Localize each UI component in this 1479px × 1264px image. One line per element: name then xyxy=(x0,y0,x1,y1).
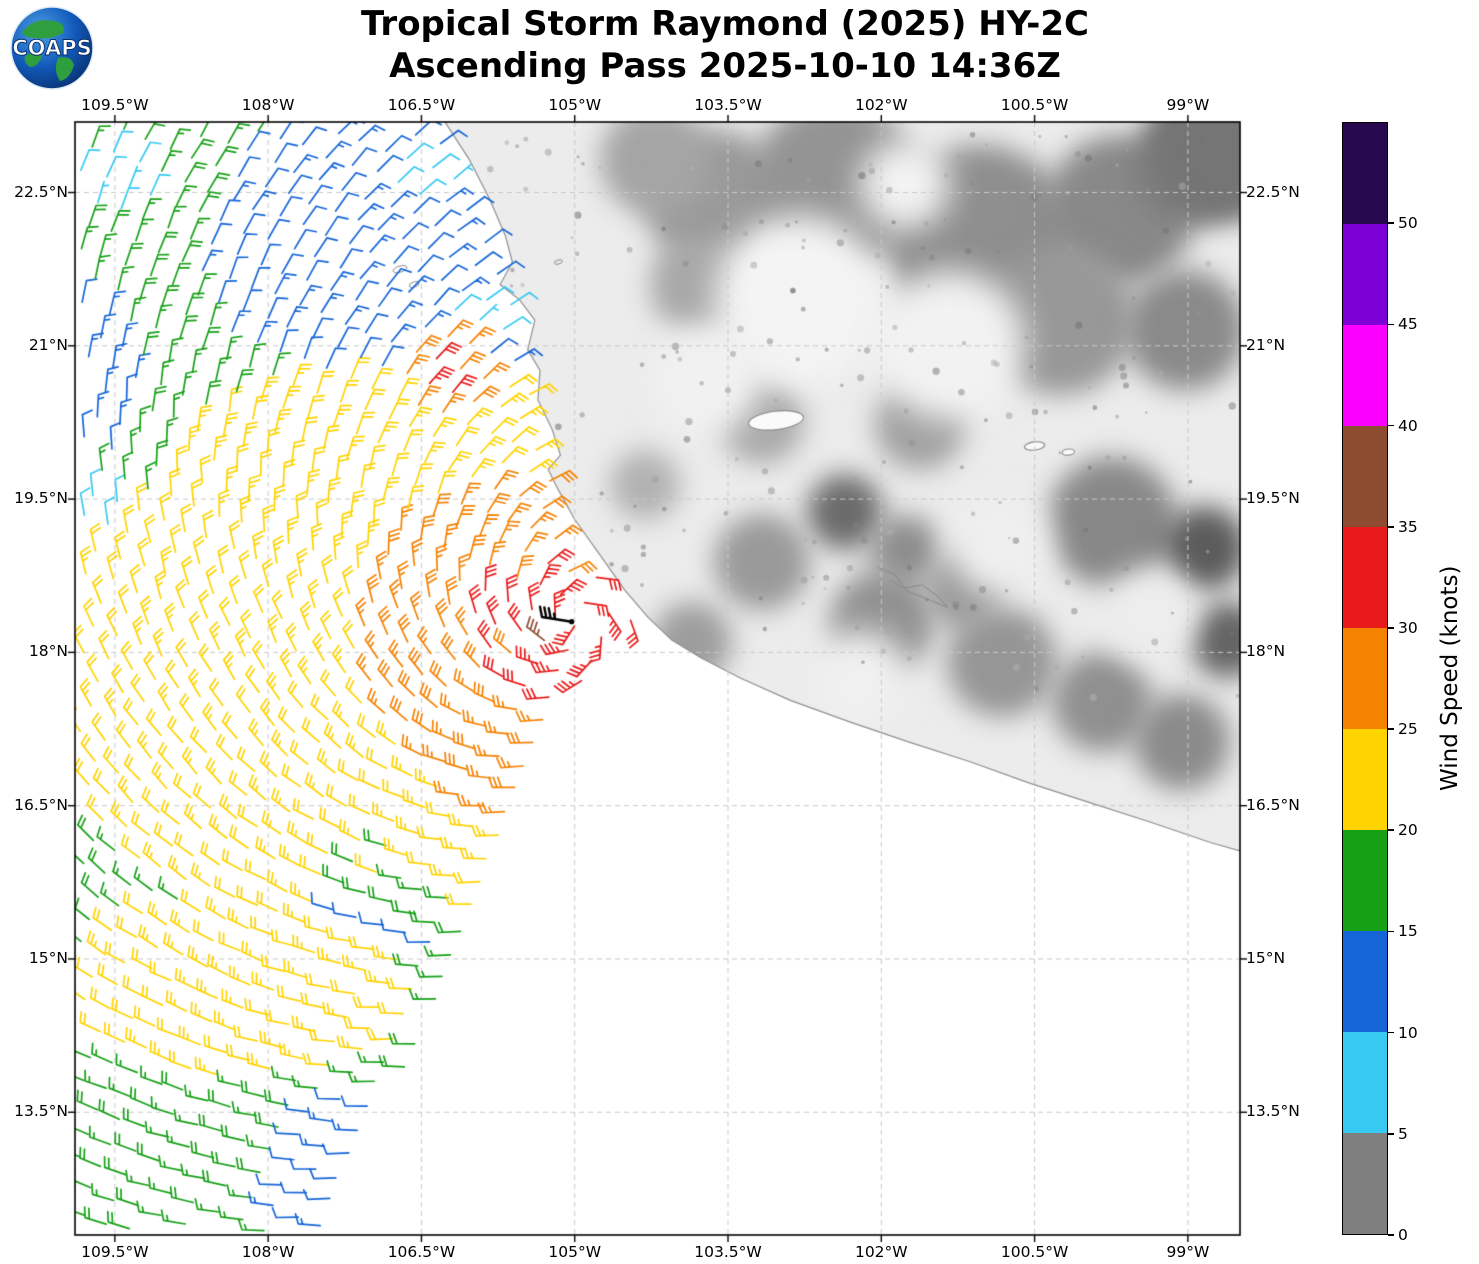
colorbar-segment xyxy=(1343,224,1387,325)
lon-tick-bottom: 99°W xyxy=(1166,1243,1210,1261)
lon-tick-top: 108°W xyxy=(241,96,295,114)
lon-tick-top: 103.5°W xyxy=(694,96,762,114)
lon-tick-bottom: 105°W xyxy=(548,1243,602,1261)
lat-tick-right: 21°N xyxy=(1246,335,1286,354)
lat-tick-left: 18°N xyxy=(28,642,68,661)
lat-tick-left: 21°N xyxy=(28,335,68,354)
colorbar-segment xyxy=(1343,1032,1387,1133)
colorbar-tick-label: 0 xyxy=(1398,1226,1408,1244)
colorbar-tickmark xyxy=(1388,930,1394,933)
colorbar-tickmark xyxy=(1388,1031,1394,1034)
colorbar xyxy=(1342,122,1388,1235)
lon-tick-top: 106.5°W xyxy=(387,96,456,114)
colorbar-tickmark xyxy=(1388,424,1394,427)
lon-tick-top: 109.5°W xyxy=(81,96,149,114)
colorbar-segment xyxy=(1343,628,1387,729)
colorbar-tickmark xyxy=(1388,627,1394,629)
colorbar-segment xyxy=(1343,527,1387,628)
lat-tick-right: 22.5°N xyxy=(1246,182,1300,201)
lat-tick-left: 19.5°N xyxy=(14,489,68,508)
lat-tick-right: 13.5°N xyxy=(1246,1102,1300,1121)
colorbar-segment xyxy=(1343,931,1387,1032)
colorbar-tick-label: 15 xyxy=(1398,922,1418,941)
colorbar-segment xyxy=(1343,325,1387,426)
colorbar-tick-label: 45 xyxy=(1398,315,1418,334)
colorbar-tick-label: 25 xyxy=(1398,720,1418,739)
lon-tick-top: 105°W xyxy=(548,96,602,114)
lat-tick-right: 19.5°N xyxy=(1246,489,1300,508)
lat-tick-left: 15°N xyxy=(28,948,68,967)
colorbar-tick-label: 10 xyxy=(1398,1023,1418,1042)
lon-tick-top: 100.5°W xyxy=(1000,96,1069,114)
colorbar-segment xyxy=(1343,1133,1387,1234)
colorbar-tick-label: 30 xyxy=(1398,618,1418,637)
lat-tick-right: 18°N xyxy=(1246,642,1286,661)
lat-tick-right: 16.5°N xyxy=(1246,795,1300,814)
lat-tick-right: 15°N xyxy=(1246,948,1286,967)
lon-tick-top: 102°W xyxy=(854,96,908,114)
lat-tick-left: 22.5°N xyxy=(14,182,68,201)
colorbar-tickmark xyxy=(1388,222,1394,224)
lon-tick-bottom: 100.5°W xyxy=(1000,1243,1069,1261)
lon-tick-bottom: 109.5°W xyxy=(81,1243,149,1261)
colorbar-tick-label: 50 xyxy=(1398,214,1418,233)
lat-tick-left: 16.5°N xyxy=(14,795,68,814)
colorbar-segment xyxy=(1343,123,1387,224)
lon-tick-bottom: 102°W xyxy=(854,1243,908,1261)
colorbar-tick-label: 20 xyxy=(1398,821,1418,840)
colorbar-tickmark xyxy=(1388,728,1394,730)
lat-tick-left: 13.5°N xyxy=(14,1102,68,1121)
lon-tick-top: 99°W xyxy=(1166,96,1210,114)
colorbar-tickmark xyxy=(1388,525,1394,528)
colorbar-tickmark xyxy=(1388,323,1394,326)
colorbar-tick-label: 40 xyxy=(1398,416,1418,435)
colorbar-axis-label: Wind Speed (knots) xyxy=(1437,565,1463,792)
colorbar-tickmark xyxy=(1388,1133,1394,1135)
colorbar-tickmark xyxy=(1388,829,1394,832)
lon-tick-bottom: 106.5°W xyxy=(387,1243,456,1261)
colorbar-segment xyxy=(1343,830,1387,931)
colorbar-tick-label: 35 xyxy=(1398,517,1418,536)
lon-tick-bottom: 108°W xyxy=(241,1243,295,1261)
colorbar-segment xyxy=(1343,729,1387,830)
colorbar-tick-label: 5 xyxy=(1398,1124,1408,1143)
lon-tick-bottom: 103.5°W xyxy=(694,1243,762,1261)
colorbar-tickmark xyxy=(1388,1234,1394,1236)
colorbar-segment xyxy=(1343,426,1387,527)
